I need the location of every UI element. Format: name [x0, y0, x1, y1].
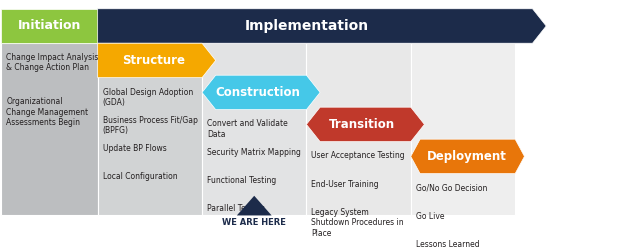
Text: Transition: Transition [329, 118, 395, 131]
Text: Initiation: Initiation [18, 19, 81, 33]
Text: Go Live: Go Live [416, 212, 444, 221]
Text: Global Design Adoption
(GDA): Global Design Adoption (GDA) [103, 87, 193, 107]
Text: Business Process Fit/Gap
(BPFG): Business Process Fit/Gap (BPFG) [103, 116, 198, 135]
Polygon shape [237, 196, 271, 215]
Bar [1, 9, 98, 43]
Bar [1, 43, 98, 215]
Text: Local Configuration: Local Configuration [103, 172, 177, 181]
Polygon shape [306, 107, 424, 142]
Text: Organizational
Change Management
Assessments Begin: Organizational Change Management Assessm… [6, 97, 89, 127]
Text: Functional Testing: Functional Testing [207, 176, 276, 185]
Text: Structure: Structure [122, 54, 185, 67]
Text: Convert and Validate
Data: Convert and Validate Data [207, 119, 288, 139]
Text: WE ARE HERE: WE ARE HERE [222, 218, 286, 227]
Polygon shape [98, 9, 546, 43]
Text: User Acceptance Testing: User Acceptance Testing [311, 151, 405, 161]
Polygon shape [98, 43, 216, 78]
Polygon shape [411, 139, 524, 174]
Text: Implementation: Implementation [245, 19, 368, 33]
Text: Update BP Flows: Update BP Flows [103, 144, 167, 153]
Text: Parallel Testing: Parallel Testing [207, 204, 265, 213]
Polygon shape [202, 75, 320, 110]
Bar [306, 43, 411, 215]
Text: Legacy System
Shutdown Procedures in
Place: Legacy System Shutdown Procedures in Pla… [311, 208, 404, 238]
Text: Construction: Construction [215, 86, 300, 99]
Text: Go/No Go Decision: Go/No Go Decision [416, 183, 487, 193]
Text: Change Impact Analysis
& Change Action Plan: Change Impact Analysis & Change Action P… [6, 53, 99, 73]
Text: Security Matrix Mapping: Security Matrix Mapping [207, 148, 301, 157]
Bar [411, 43, 515, 215]
Text: End-User Training: End-User Training [311, 180, 379, 189]
Bar [98, 43, 202, 215]
Bar [202, 43, 306, 215]
Text: Deployment: Deployment [426, 150, 506, 163]
Text: Lessons Learned: Lessons Learned [416, 240, 479, 249]
